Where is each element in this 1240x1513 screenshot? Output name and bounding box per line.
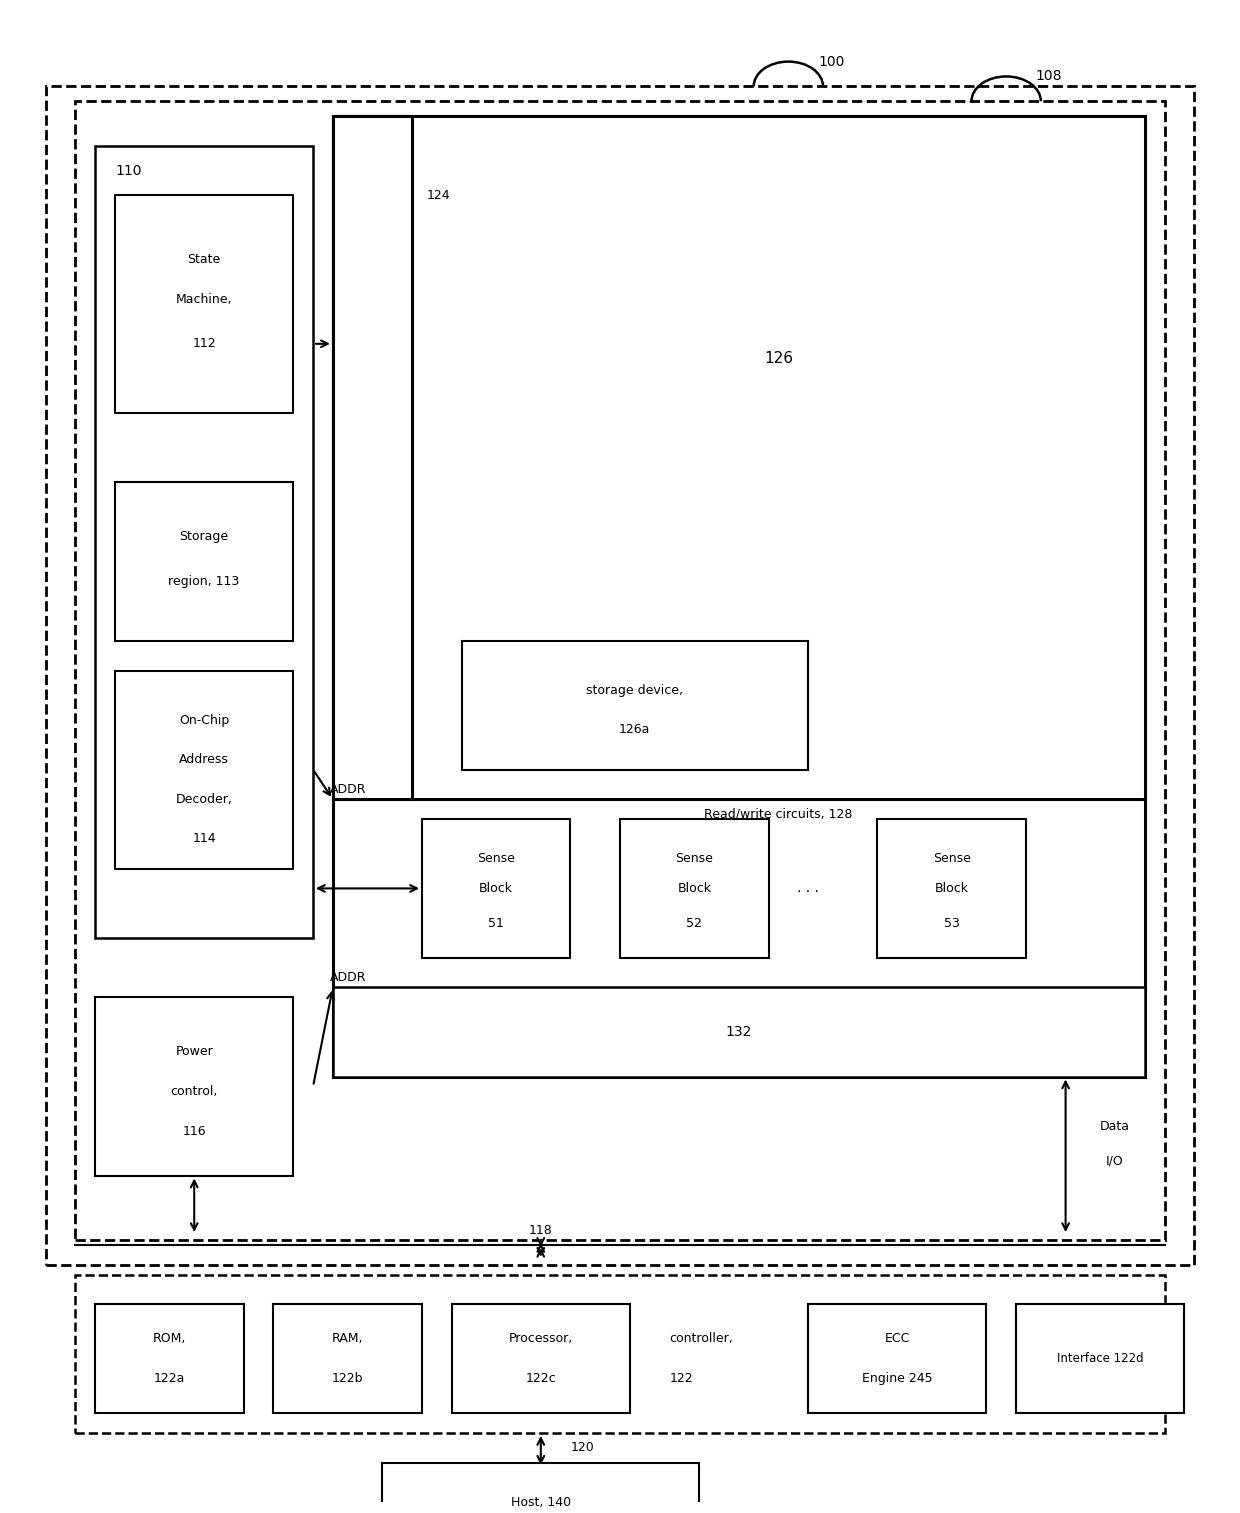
Bar: [76, 1274, 1164, 1433]
Text: controller,: controller,: [670, 1333, 733, 1345]
Bar: [620, 819, 769, 958]
Text: Host, 140: Host, 140: [511, 1496, 570, 1508]
Text: Data: Data: [1100, 1120, 1130, 1133]
Text: 52: 52: [686, 917, 702, 929]
Text: 118: 118: [529, 1224, 553, 1236]
Text: ADDR: ADDR: [330, 782, 366, 796]
Text: RAM,: RAM,: [332, 1333, 363, 1345]
Bar: [95, 997, 293, 1176]
Bar: [76, 101, 1164, 1241]
Text: Sense: Sense: [477, 852, 515, 865]
Bar: [451, 1304, 630, 1413]
Bar: [332, 988, 1145, 1077]
Text: 51: 51: [489, 917, 505, 929]
Text: 126a: 126a: [619, 723, 651, 737]
Text: 126: 126: [764, 351, 792, 366]
Text: control,: control,: [171, 1085, 218, 1098]
Text: 124: 124: [427, 189, 450, 201]
Bar: [332, 117, 1145, 799]
Bar: [382, 1463, 699, 1513]
Bar: [808, 1304, 986, 1413]
Text: Interface 122d: Interface 122d: [1056, 1353, 1143, 1365]
Bar: [461, 642, 808, 770]
Text: ECC: ECC: [884, 1333, 910, 1345]
Bar: [46, 86, 1194, 1265]
Bar: [115, 195, 293, 413]
Text: 132: 132: [725, 1024, 751, 1039]
Bar: [1016, 1304, 1184, 1413]
Text: Processor,: Processor,: [508, 1333, 573, 1345]
Text: Decoder,: Decoder,: [176, 793, 233, 806]
Text: 122b: 122b: [332, 1372, 363, 1384]
Text: . . .: . . .: [797, 882, 820, 896]
Text: Power: Power: [175, 1045, 213, 1058]
Text: 114: 114: [192, 832, 216, 846]
Text: 112: 112: [192, 337, 216, 351]
Bar: [274, 1304, 422, 1413]
Text: 100: 100: [818, 54, 844, 68]
Text: 108: 108: [1035, 70, 1063, 83]
Text: Sense: Sense: [676, 852, 713, 865]
Bar: [95, 1304, 244, 1413]
Text: ROM,: ROM,: [153, 1333, 186, 1345]
Bar: [878, 819, 1025, 958]
Text: State: State: [187, 253, 221, 266]
Bar: [422, 819, 570, 958]
Text: ADDR: ADDR: [330, 971, 366, 983]
Bar: [115, 670, 293, 868]
Bar: [332, 117, 1145, 1077]
Text: Address: Address: [180, 753, 229, 766]
Text: Block: Block: [479, 882, 513, 894]
Text: Storage: Storage: [180, 531, 228, 543]
Text: storage device,: storage device,: [587, 684, 683, 697]
Text: 122: 122: [670, 1372, 693, 1384]
Text: 116: 116: [182, 1124, 206, 1138]
Text: 122c: 122c: [526, 1372, 556, 1384]
Text: region, 113: region, 113: [169, 575, 239, 589]
Text: Sense: Sense: [932, 852, 971, 865]
Text: 120: 120: [570, 1442, 594, 1454]
Bar: [332, 117, 412, 799]
Text: Engine 245: Engine 245: [862, 1372, 932, 1384]
Text: On-Chip: On-Chip: [179, 714, 229, 726]
Text: 110: 110: [115, 163, 141, 177]
Text: Block: Block: [677, 882, 712, 894]
Bar: [115, 483, 293, 642]
Text: Machine,: Machine,: [176, 292, 232, 306]
Bar: [95, 145, 312, 938]
Text: 122a: 122a: [154, 1372, 185, 1384]
Text: 53: 53: [944, 917, 960, 929]
Text: Block: Block: [935, 882, 968, 894]
Text: I/O: I/O: [1106, 1154, 1123, 1167]
Text: Read/write circuits, 128: Read/write circuits, 128: [704, 808, 853, 820]
